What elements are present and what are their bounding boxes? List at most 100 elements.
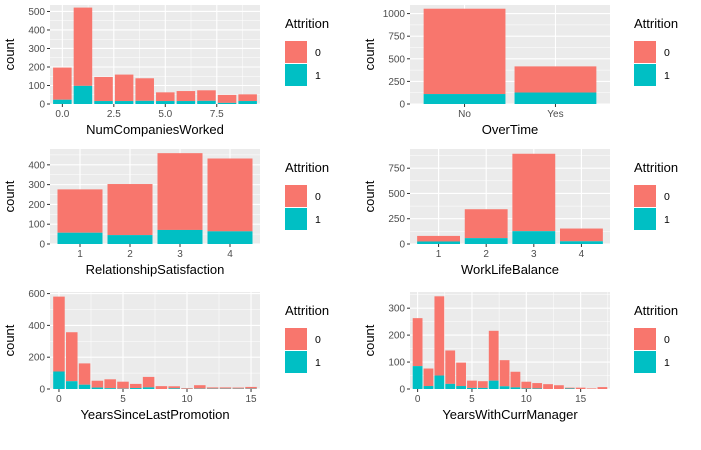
y-tick-label: 200 [28, 200, 45, 211]
x-tick-label: 1 [77, 249, 83, 260]
x-tick-label: 0 [415, 394, 421, 405]
y-tick-label: 0 [39, 240, 45, 251]
bar-attrition-0 [521, 381, 532, 389]
bar-attrition-0 [560, 228, 603, 242]
bar-attrition-1 [91, 387, 104, 389]
x-tick-label: No [458, 109, 471, 120]
y-axis-title: count [2, 180, 17, 212]
y-tick-label: 0 [39, 100, 45, 111]
y-tick-label: 500 [388, 189, 405, 200]
bar-attrition-0 [66, 332, 78, 382]
y-axis-title: count [362, 180, 377, 212]
bar-attrition-0 [434, 296, 445, 376]
bar-attrition-0 [57, 189, 103, 233]
bar-attrition-1 [512, 231, 556, 244]
legend: Attrition 0 1 [634, 16, 678, 86]
bar-attrition-0 [142, 376, 155, 388]
bar-attrition-1 [157, 229, 203, 244]
bar-attrition-1 [197, 100, 216, 104]
bar-attrition-0 [464, 209, 508, 239]
bar-attrition-0 [423, 8, 506, 95]
legend-key-0 [634, 41, 656, 63]
y-tick-label: 200 [28, 353, 45, 364]
bar-attrition-0 [207, 158, 253, 232]
bar-attrition-1 [467, 387, 477, 389]
bar-attrition-1 [412, 366, 423, 389]
bar-attrition-0 [586, 388, 597, 389]
bar-attrition-1 [73, 85, 93, 104]
legend: Attrition 0 1 [634, 160, 678, 230]
y-tick-label: 400 [28, 160, 45, 171]
bar-attrition-1 [434, 375, 445, 389]
chart-panel-1: 0 100 200 300 400 500 0.0 2.5 5.0 7.5 NumCompanies… [2, 5, 329, 137]
bar-attrition-1 [78, 384, 91, 389]
bar-attrition-0 [412, 318, 423, 367]
y-tick-label: 0 [39, 385, 45, 396]
bar-attrition-0 [94, 76, 113, 102]
y-tick-label: 0 [399, 385, 405, 396]
bar-attrition-0 [73, 7, 93, 86]
bar-attrition-0 [597, 387, 608, 389]
bar-attrition-0 [78, 363, 91, 385]
y-axis-title: count [362, 324, 377, 356]
x-tick-label: 5.0 [158, 109, 172, 120]
bar-attrition-0 [238, 94, 257, 102]
y-tick-label: 300 [388, 304, 405, 315]
bar-attrition-0 [168, 386, 180, 389]
legend-title: Attrition [634, 16, 678, 31]
bar-attrition-1 [560, 241, 603, 244]
plot-background [410, 149, 610, 244]
y-tick-label: 750 [388, 32, 405, 43]
legend-label-0: 0 [315, 47, 321, 59]
legend-title: Attrition [285, 16, 329, 31]
bar-attrition-0 [155, 386, 168, 389]
bar-attrition-0 [206, 387, 219, 389]
bar-attrition-0 [423, 368, 434, 387]
x-tick-label: 1 [436, 249, 442, 260]
x-tick-label: 7.5 [210, 109, 224, 120]
legend-title: Attrition [634, 160, 678, 175]
legend-key-1 [285, 64, 307, 86]
bar-attrition-1 [521, 388, 532, 389]
y-tick-label: 100 [28, 81, 45, 92]
y-tick-label: 200 [28, 62, 45, 73]
bar-attrition-0 [232, 387, 244, 389]
legend-title: Attrition [285, 160, 329, 175]
bar-attrition-0 [219, 387, 232, 389]
legend: Attrition 0 1 [634, 303, 678, 373]
bar-attrition-1 [104, 388, 116, 389]
legend: Attrition 0 1 [285, 160, 329, 230]
x-axis-title: RelationshipSatisfaction [86, 262, 225, 277]
bar-attrition-1 [156, 101, 175, 104]
legend-key-1 [634, 351, 656, 373]
x-axis-title: WorkLifeBalance [461, 262, 559, 277]
y-axis-title: count [362, 38, 377, 70]
bar-attrition-1 [217, 102, 237, 104]
legend-label-0: 0 [664, 191, 670, 203]
bar-attrition-0 [575, 387, 586, 389]
x-tick-label: 5 [120, 394, 126, 405]
chart-panel-2: 0 250 500 750 1000 No Yes OverTime count Attritio… [362, 5, 678, 137]
bar-attrition-1 [564, 388, 575, 389]
bar-attrition-0 [445, 350, 456, 384]
bar-attrition-1 [499, 386, 510, 389]
legend-label-1: 1 [315, 214, 321, 226]
bar-attrition-0 [514, 66, 597, 93]
y-tick-label: 1000 [383, 9, 406, 20]
legend: Attrition 0 1 [285, 16, 329, 86]
x-tick-label: 5 [469, 394, 475, 405]
bar-attrition-0 [53, 67, 72, 100]
bar-attrition-1 [142, 387, 155, 389]
bar-attrition-1 [66, 381, 78, 389]
x-axis-title: YearsSinceLastPromotion [80, 407, 229, 422]
bar-attrition-0 [467, 380, 477, 388]
x-tick-label: 10 [521, 394, 533, 405]
y-tick-label: 500 [28, 7, 45, 18]
bar-attrition-0 [456, 362, 466, 387]
bar-attrition-1 [238, 101, 257, 104]
bar-attrition-1 [423, 386, 434, 389]
bar-attrition-1 [510, 387, 521, 389]
bar-attrition-0 [477, 381, 488, 388]
x-tick-label: 0.0 [55, 109, 69, 120]
